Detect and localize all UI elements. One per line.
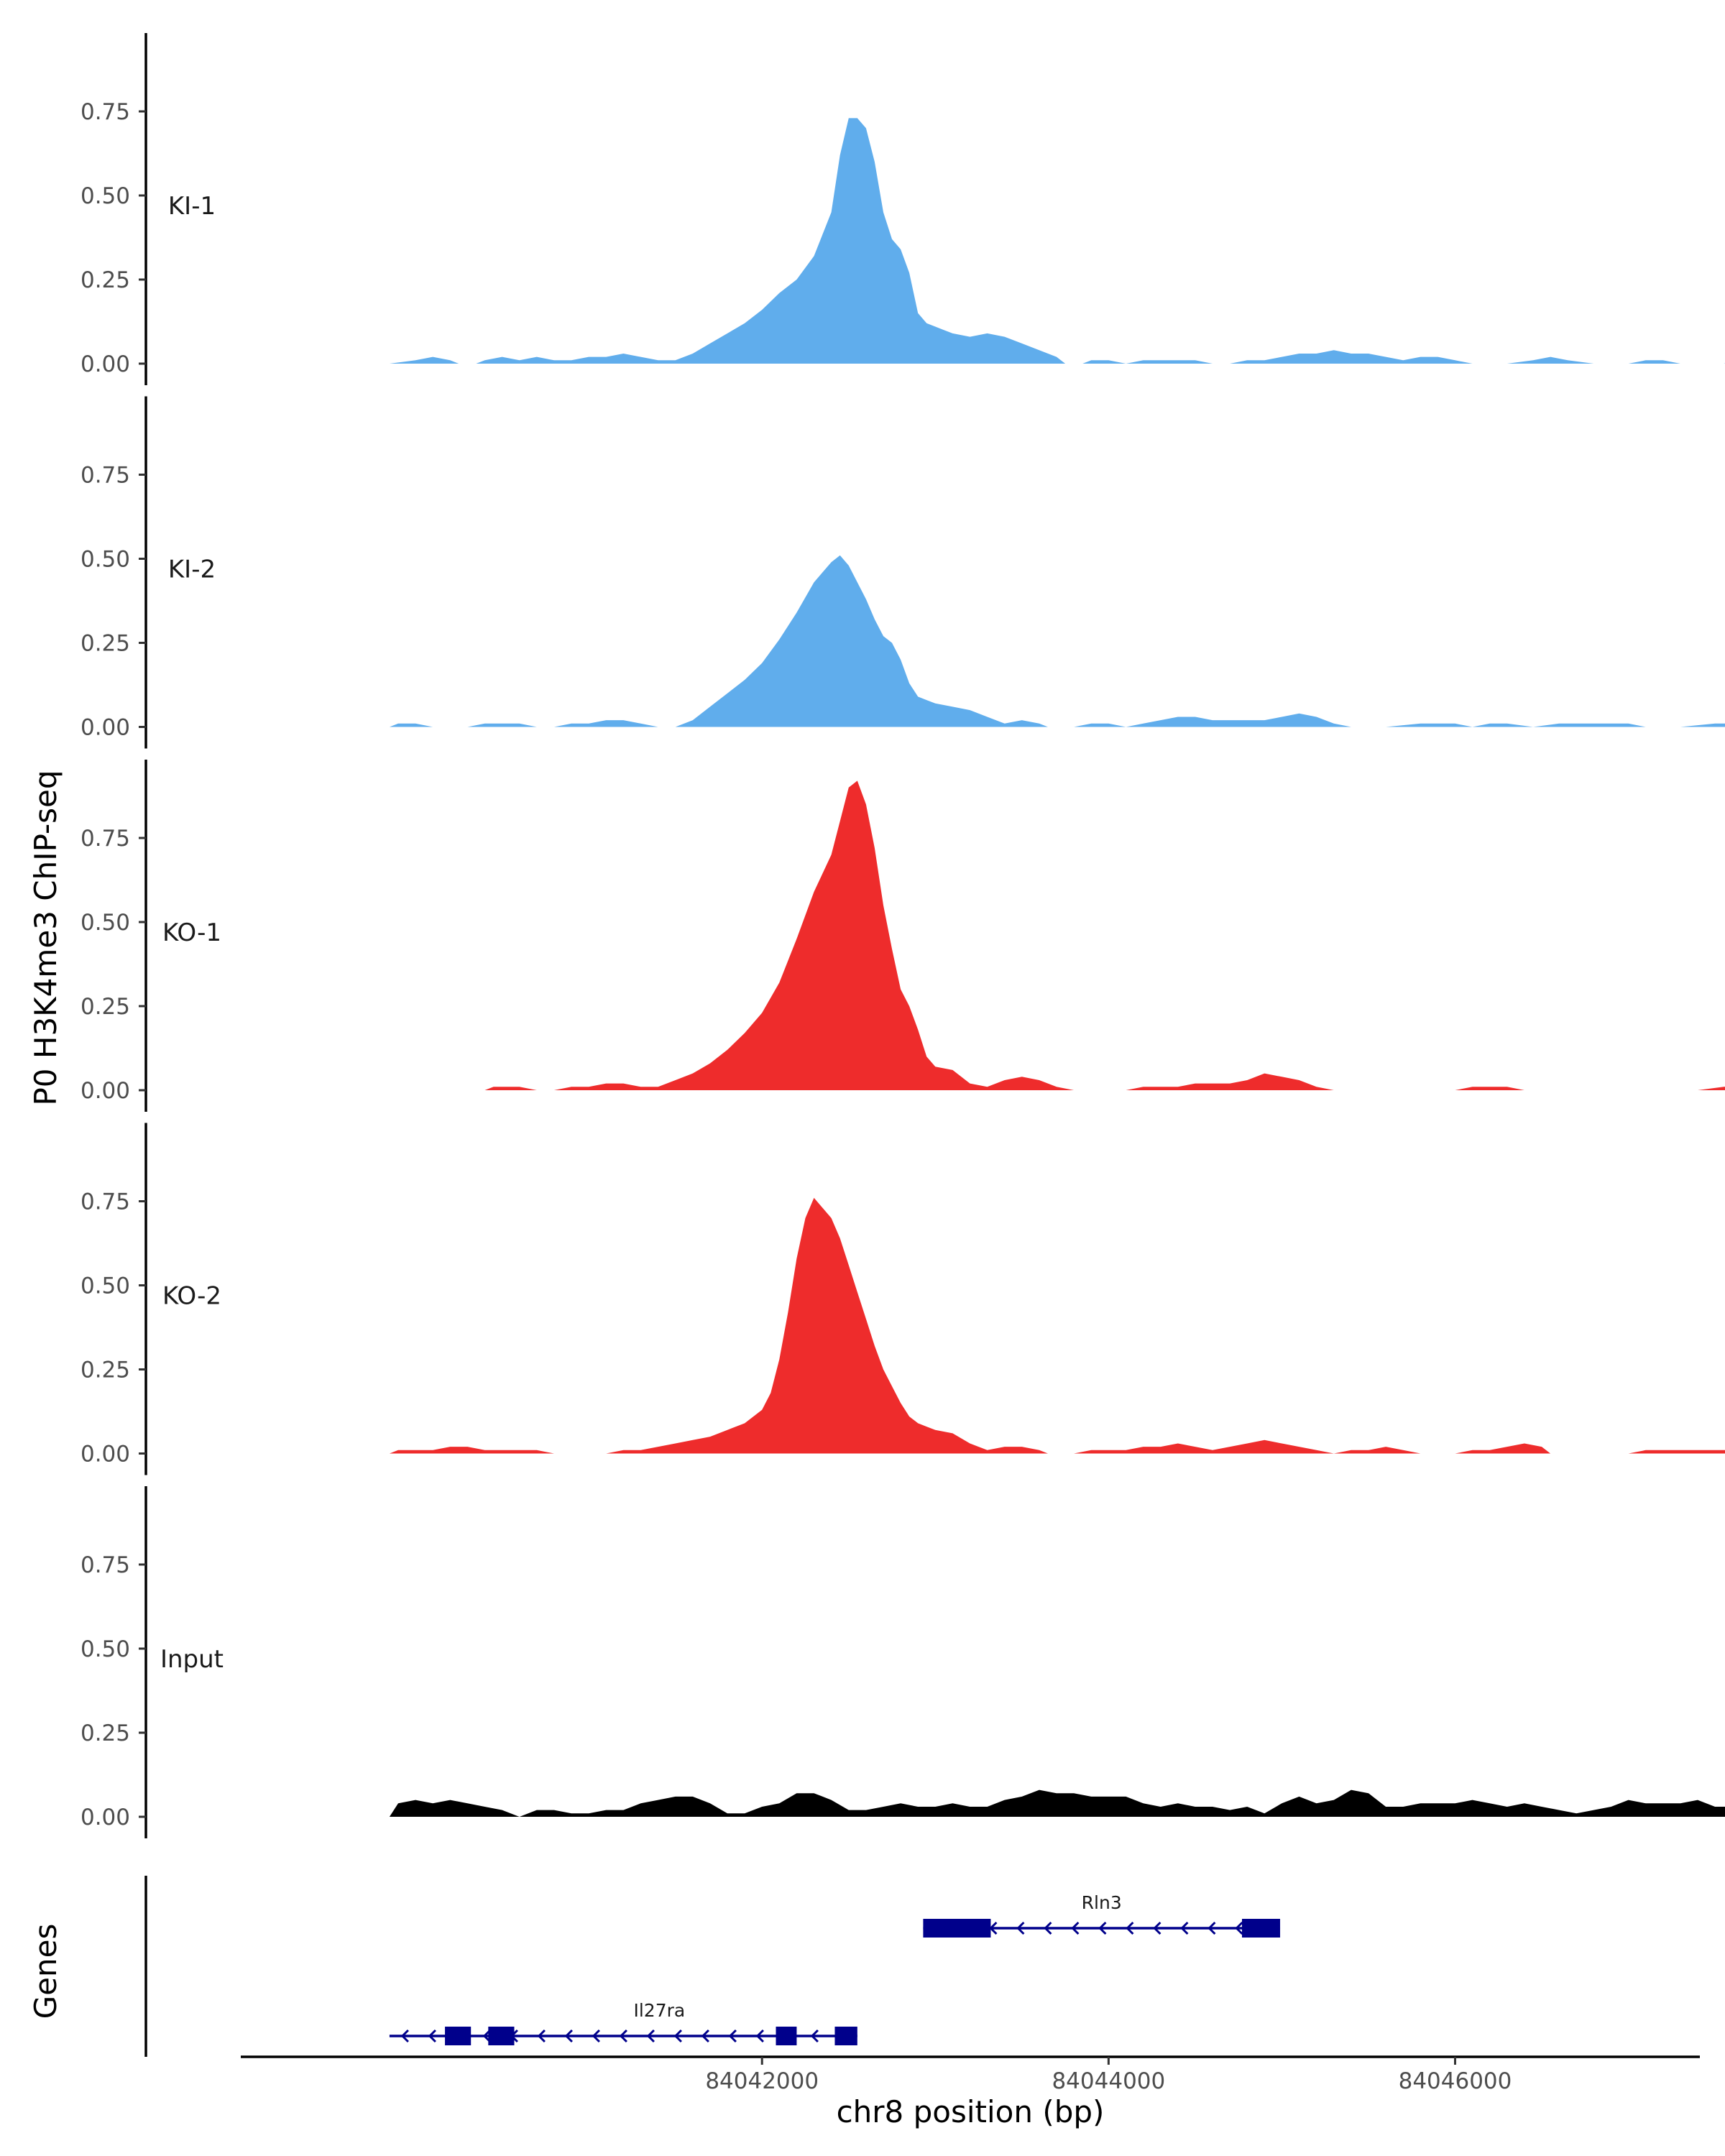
y-tick-label: 0.75 — [80, 826, 130, 852]
signal-area-ki-1 — [389, 118, 1725, 364]
gene-il27ra: Il27ra — [389, 2000, 857, 2045]
exon-block — [445, 2027, 472, 2045]
x-axis-title: chr8 position (bp) — [837, 2094, 1105, 2129]
strand-arrow — [428, 2029, 436, 2043]
track-ko-1: 0.00 0.25 0.50 0.75 KO-1 — [80, 760, 1725, 1112]
strand-arrow — [1180, 1921, 1189, 1935]
exon-block — [488, 2027, 515, 2045]
strand-arrow — [400, 2029, 409, 2043]
track-label: KO-2 — [162, 1282, 221, 1311]
y-tick-label: 0.50 — [80, 1273, 130, 1299]
signal-area-ki-2 — [389, 555, 1725, 727]
y-tick-label: 0.00 — [80, 351, 130, 377]
y-tick-label: 0.50 — [80, 1636, 130, 1662]
strand-arrow — [1071, 1921, 1080, 1935]
signal-tracks: 0.00 0.25 0.50 0.75 KI-1 0.00 0.25 0.50 0.75 KI-2… — [80, 33, 1725, 1838]
y-tick-label: 0.25 — [80, 994, 130, 1020]
y-tick-label: 0.00 — [80, 1442, 130, 1468]
strand-arrow — [1235, 1921, 1243, 1935]
y-tick-label: 0.50 — [80, 183, 130, 209]
x-axis: 84042000 84044000 84046000 — [241, 2055, 1700, 2094]
track-ki-1: 0.00 0.25 0.50 0.75 KI-1 — [80, 33, 1725, 385]
y-tick-label: 0.00 — [80, 715, 130, 741]
signal-area-ko-1 — [484, 780, 1725, 1090]
gene-rln3: Rln3 — [923, 1892, 1281, 1938]
exon-block — [776, 2027, 797, 2045]
y-tick-label: 0.50 — [80, 910, 130, 936]
strand-arrow — [564, 2029, 573, 2043]
track-label: KI-1 — [168, 192, 216, 221]
track-ki-2: 0.00 0.25 0.50 0.75 KI-2 — [80, 396, 1725, 749]
y-tick-label: 0.00 — [80, 1805, 130, 1830]
track-label: KO-1 — [162, 918, 221, 947]
y-tick-label: 0.25 — [80, 1720, 130, 1746]
y-tick-label: 0.75 — [80, 99, 130, 125]
track-ko-2: 0.00 0.25 0.50 0.75 KO-2 — [80, 1123, 1725, 1475]
x-tick-label: 84046000 — [1399, 2068, 1512, 2094]
y-tick-label: 0.50 — [80, 547, 130, 573]
track-input: 0.00 0.25 0.50 0.75 Input — [80, 1486, 1725, 1838]
exon-block — [1241, 1919, 1281, 1938]
strand-arrow — [1126, 1921, 1134, 1935]
strand-arrow — [1016, 1921, 1025, 1935]
exon-block — [923, 1919, 991, 1938]
track-label: KI-2 — [168, 556, 216, 584]
y-tick-label: 0.25 — [80, 267, 130, 293]
y-axis-title: P0 H3K4me3 ChIP-seq — [28, 770, 63, 1105]
x-tick-label: 84044000 — [1052, 2068, 1165, 2094]
exon-block — [834, 2027, 857, 2045]
strand-arrow — [755, 2029, 764, 2043]
gene-label: Rln3 — [1082, 1892, 1122, 1913]
strand-arrow — [810, 2029, 819, 2043]
y-tick-label: 0.00 — [80, 1078, 130, 1104]
y-tick-label: 0.25 — [80, 1358, 130, 1383]
y-tick-label: 0.75 — [80, 463, 130, 489]
strand-arrow — [1208, 1921, 1216, 1935]
strand-arrow — [646, 2029, 655, 2043]
strand-arrow — [619, 2029, 627, 2043]
signal-area-ko-2 — [389, 1197, 1725, 1454]
strand-arrow — [1098, 1921, 1107, 1935]
strand-arrow — [728, 2029, 737, 2043]
genes-axis-title: Genes — [28, 1924, 63, 2019]
strand-arrow — [1153, 1921, 1162, 1935]
gene-label: Il27ra — [633, 2000, 685, 2021]
signal-area-input — [389, 1789, 1725, 1817]
y-tick-label: 0.25 — [80, 631, 130, 657]
strand-arrow — [1044, 1921, 1052, 1935]
x-tick-label: 84042000 — [705, 2068, 819, 2094]
gene-track: Rln3 Il27ra — [144, 1876, 1281, 2057]
strand-arrow — [701, 2029, 709, 2043]
strand-arrow — [482, 2029, 491, 2043]
strand-arrow — [673, 2029, 682, 2043]
strand-arrow — [537, 2029, 546, 2043]
y-tick-label: 0.75 — [80, 1552, 130, 1578]
y-tick-label: 0.75 — [80, 1189, 130, 1215]
track-label: Input — [160, 1645, 224, 1674]
strand-arrow — [592, 2029, 600, 2043]
